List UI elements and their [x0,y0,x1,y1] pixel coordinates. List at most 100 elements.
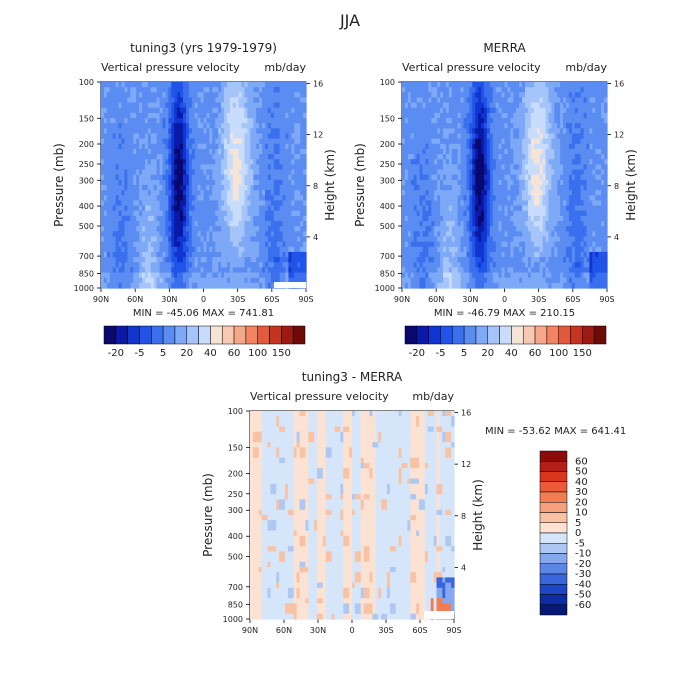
height-tick-label-obs: 8 [614,182,619,191]
colorbar-label: 100 [549,348,568,359]
colorbar-swatch [582,325,595,345]
ytick-label-model: 500 [79,222,94,231]
colorbar-swatch [151,325,164,345]
ytick-label-diff: 500 [228,552,243,561]
ylabel-model: Pressure (mb) [52,143,66,227]
colorbar-label: 40 [505,348,518,359]
colorbar-label: 5 [461,348,467,359]
xtick-label-diff: 60S [412,626,427,635]
colorbar-label: 20 [481,348,494,359]
colorbar-label: 5 [575,518,581,529]
panel-subtitle-diff: Vertical pressure velocity [250,390,389,403]
xtick-label-diff: 90N [242,626,258,635]
height-tick-label-model: 8 [313,182,318,191]
colorbar-swatch [174,325,188,345]
colorbar-swatch [198,325,211,345]
ytick-label-diff: 850 [228,600,243,609]
colorbar-swatch [522,325,536,345]
colorbar-swatch [452,325,465,345]
colorbar-swatch [539,532,568,544]
colorbar-swatch [539,584,568,595]
colorbar-swatch [499,325,512,345]
panel-subtitle-model: Vertical pressure velocity [101,61,240,74]
height-tick-label-model: 12 [313,131,323,140]
colorbar-label: -40 [575,579,591,590]
colorbar-swatch [539,512,568,523]
ytick-label-obs: 850 [380,269,395,278]
xtick-label-model: 30N [161,295,177,304]
colorbar-swatch [593,325,607,345]
colorbar-swatch [245,325,258,345]
mask-topo-diff [424,611,454,619]
colorbar-swatch [233,325,247,345]
stats-model: MIN = -45.06 MAX = 741.81 [133,308,274,319]
panel-units-obs: mb/day [565,61,607,74]
xtick-label-obs: 90S [599,295,614,304]
colorbar-swatch [404,325,418,345]
colorbar-swatch [281,325,294,345]
colorbar-label: -5 [134,348,144,359]
height-tick-label-obs: 12 [614,131,624,140]
colorbar-swatch [186,325,199,345]
xtick-label-diff: 60N [276,626,292,635]
colorbar-swatch [539,461,568,472]
colorbar-swatch [539,543,568,554]
xtick-label-diff: 0 [349,626,354,635]
colorbar-label: 20 [575,497,588,508]
contour-field-model [101,82,307,289]
ytick-label-model: 700 [79,252,94,261]
height-tick-label-model: 4 [313,233,318,242]
colorbar-swatch [257,325,270,345]
colorbar-label: -5 [575,538,585,549]
colorbar-obs: -20 -5 5 20 40 60 100 150 [404,325,607,359]
colorbar-swatch [546,325,559,345]
colorbar-swatch [210,325,223,345]
xtick-label-obs: 0 [502,295,507,304]
colorbar-label: 40 [575,477,588,488]
height-tick-label-diff: 8 [461,512,466,521]
colorbar-label: 40 [204,348,217,359]
ytick-label-model: 850 [79,269,94,278]
contour-field-diff [250,411,455,620]
xtick-label-diff: 90S [446,626,461,635]
ytick-label-diff: 400 [228,532,243,541]
ytick-label-model: 1000 [74,284,94,293]
colorbar-swatch [539,471,568,482]
ytick-label-diff: 200 [228,470,243,479]
ytick-label-diff: 100 [228,407,243,416]
ytick-label-obs: 250 [380,160,395,169]
xtick-label-diff: 30S [378,626,393,635]
colorbar-label: -10 [575,549,591,560]
colorbar-swatch [539,502,568,513]
figure-title: JJA [339,11,360,30]
colorbar-label: 100 [248,348,267,359]
colorbar-label: 10 [575,508,588,519]
xtick-label-diff: 30N [310,626,326,635]
ytick-label-model: 200 [79,140,94,149]
ytick-label-obs: 400 [380,202,395,211]
ytick-label-obs: 500 [380,222,395,231]
xtick-label-obs: 90N [394,295,410,304]
height-tick-label-obs: 16 [614,80,624,89]
colorbar-swatch [292,325,306,345]
colorbar-label: 50 [575,467,588,478]
xtick-label-obs: 60S [565,295,580,304]
colorbar-swatch [221,325,235,345]
ytick-label-obs: 200 [380,140,395,149]
colorbar-swatch [539,573,568,585]
panel-title-diff: tuning3 - MERRA [302,370,403,384]
colorbar-label: 30 [575,487,588,498]
xtick-label-model: 90S [298,295,313,304]
panel-subtitle-obs: Vertical pressure velocity [402,61,541,74]
colorbar-swatch [539,481,568,493]
ylabel-right-diff: Height (km) [471,479,485,550]
ylabel-right-obs: Height (km) [624,149,638,220]
mask-topo-model [274,282,306,288]
ytick-label-diff: 150 [228,444,243,453]
ytick-label-obs: 300 [380,176,395,185]
colorbar-swatch [539,604,568,616]
colorbar-swatch [539,553,568,564]
colorbar-swatch [127,325,140,345]
